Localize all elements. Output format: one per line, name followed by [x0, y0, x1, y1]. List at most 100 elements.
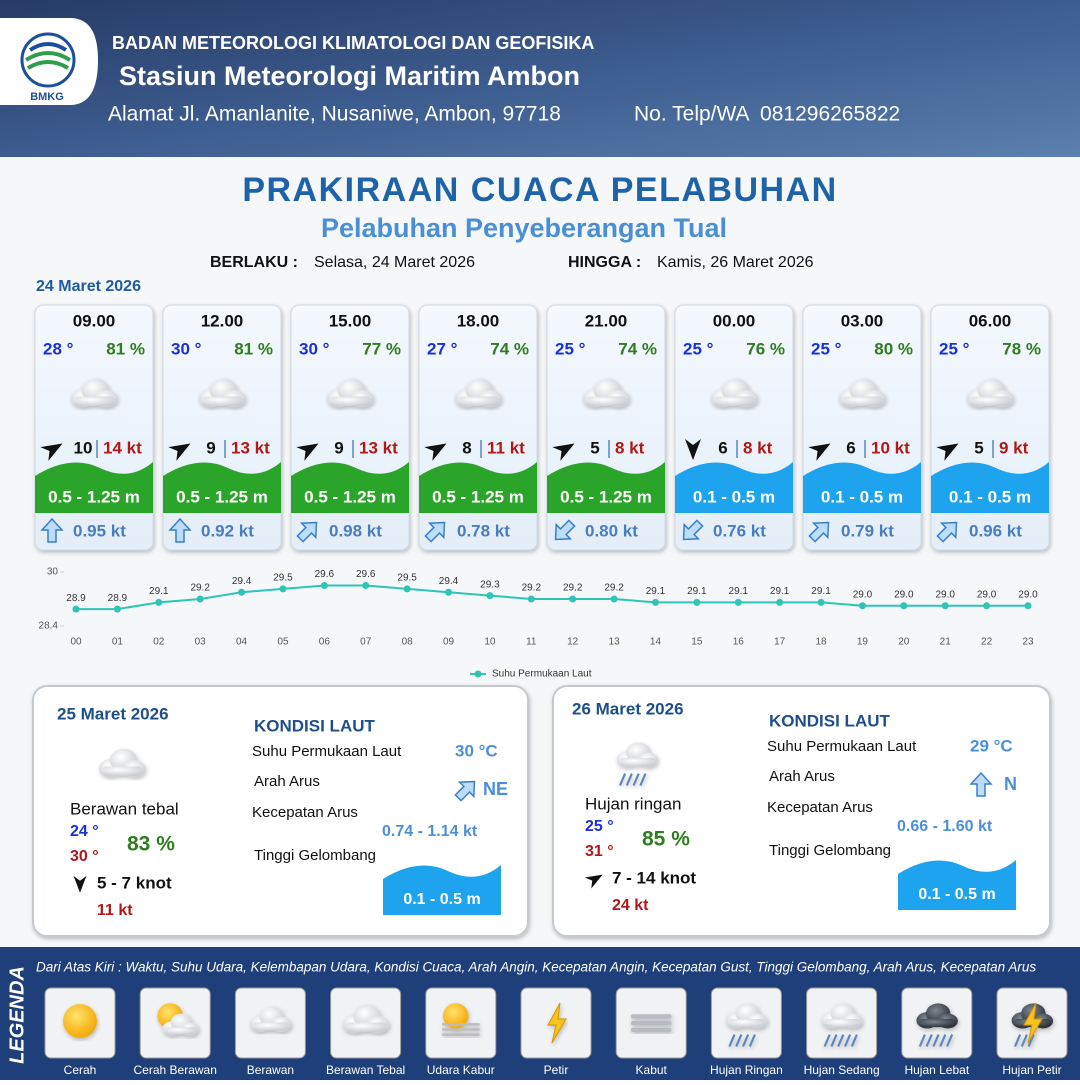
current-speed-label: Kecepatan Arus — [767, 799, 873, 816]
valid-from: Selasa, 24 Maret 2026 — [314, 254, 475, 271]
current-arrow — [969, 771, 993, 797]
rain-drop — [1020, 1034, 1028, 1047]
rain-drop — [830, 1034, 838, 1047]
data-point — [734, 598, 742, 606]
data-point — [693, 598, 701, 606]
data-label: 29.4 — [232, 576, 252, 587]
weather-icon — [71, 378, 118, 408]
air-temperature: 25 ° — [683, 339, 714, 358]
wind-speed: 6 — [718, 438, 727, 457]
weather-condition: Hujan ringan — [585, 794, 681, 813]
cloud-part — [345, 1022, 388, 1032]
humidity: 83 % — [127, 833, 175, 856]
humidity: 74 % — [618, 339, 657, 358]
weather-icon — [342, 1004, 390, 1034]
data-label: 28.9 — [66, 593, 86, 604]
current-arrow — [554, 519, 576, 541]
rain-drop — [918, 1034, 926, 1047]
sun — [442, 1003, 469, 1029]
time: 00.00 — [713, 311, 756, 330]
weather-icon — [250, 1006, 292, 1032]
valid-from-label: BERLAKU : — [210, 254, 298, 271]
data-point — [900, 602, 908, 610]
cloud-part — [919, 1018, 956, 1028]
wave-height: 0.5 - 1.25 m — [432, 487, 524, 506]
rain-drop — [837, 1034, 845, 1047]
data-point — [72, 605, 80, 613]
agency-name: BADAN METEOROLOGI KLIMATOLOGI DAN GEOFIS… — [112, 33, 594, 53]
x-tick-label: 21 — [940, 637, 952, 648]
wave-band — [803, 462, 921, 513]
wave-band — [547, 462, 665, 513]
data-label: 29.0 — [935, 589, 955, 600]
wind-speed: 9 — [206, 438, 215, 457]
x-tick-label: 20 — [898, 637, 910, 648]
data-label: 29.2 — [190, 583, 210, 594]
current-speed-label: Kecepatan Arus — [252, 804, 358, 821]
humidity: 81 % — [234, 339, 273, 358]
legend-item-label: Berawan Tebal — [326, 1063, 405, 1077]
data-label: 29.6 — [356, 569, 376, 580]
weather-icon — [99, 748, 146, 778]
cloud-part — [164, 1027, 197, 1035]
current-speed: 0.74 - 1.14 kt — [382, 823, 478, 840]
x-tick-label: 02 — [153, 637, 165, 648]
x-tick-label: 01 — [112, 637, 124, 648]
weather-icon — [839, 378, 886, 408]
air-temperature: 25 ° — [811, 339, 842, 358]
wind-arrow — [685, 439, 701, 460]
wind-arrow — [40, 443, 63, 461]
sun — [63, 1004, 97, 1038]
rain-drop — [728, 1034, 736, 1047]
legend-note: Dari Atas Kiri : Waktu, Suhu Udara, Kele… — [36, 960, 1036, 975]
weather-icon — [616, 742, 659, 786]
humidity: 85 % — [642, 828, 690, 851]
gust-speed: 13 kt — [231, 438, 270, 457]
x-tick-label: 08 — [402, 637, 414, 648]
x-tick-label: 16 — [733, 637, 745, 648]
valid-to: Kamis, 26 Maret 2026 — [657, 254, 814, 271]
gust-speed: 14 kt — [103, 438, 142, 457]
air-temperature: 27 ° — [427, 339, 458, 358]
rain-drop — [823, 1034, 831, 1047]
sst-label: Suhu Permukaan Laut — [252, 743, 402, 760]
rain-drop — [946, 1034, 954, 1047]
gust-speed: 8 kt — [743, 438, 773, 457]
main-title: PRAKIRAAN CUACA PELABUHAN — [242, 171, 837, 209]
weather-icon — [455, 378, 502, 408]
time: 12.00 — [201, 311, 244, 330]
data-point — [445, 588, 453, 596]
wave-band — [931, 462, 1049, 513]
x-tick-label: 17 — [774, 637, 786, 648]
data-point — [858, 602, 866, 610]
rain-drop — [925, 1034, 933, 1047]
weather-icon — [1011, 1002, 1054, 1047]
legend-item-label: Hujan Petir — [1002, 1063, 1061, 1077]
current-arrow — [296, 521, 318, 543]
cloud-part — [202, 396, 244, 406]
cloud-part — [586, 396, 628, 406]
cloud-part — [252, 1022, 290, 1031]
cloud-part — [823, 1018, 861, 1028]
weather-icon — [711, 378, 758, 408]
weather-icon — [967, 378, 1014, 408]
data-point — [610, 595, 618, 603]
rain-drop — [844, 1034, 852, 1047]
data-label: 29.4 — [439, 576, 459, 587]
lightning — [547, 1002, 567, 1044]
data-label: 29.2 — [522, 583, 542, 594]
cloud-part — [970, 396, 1012, 406]
data-label: 29.3 — [480, 579, 500, 590]
current-speed: 0.92 kt — [201, 521, 254, 540]
data-point — [817, 598, 825, 606]
sea-title: KONDISI LAUT — [254, 716, 376, 735]
cloud-part — [842, 396, 884, 406]
data-label: 29.1 — [811, 586, 831, 597]
gust-speed: 11 kt — [97, 902, 133, 919]
data-label: 29.5 — [273, 573, 293, 584]
fog-band — [630, 1014, 672, 1019]
air-temperature: 25 ° — [939, 339, 970, 358]
legend-item-label: Berawan — [247, 1063, 294, 1077]
wind-arrow — [424, 443, 447, 461]
current-direction: N — [1004, 774, 1017, 794]
